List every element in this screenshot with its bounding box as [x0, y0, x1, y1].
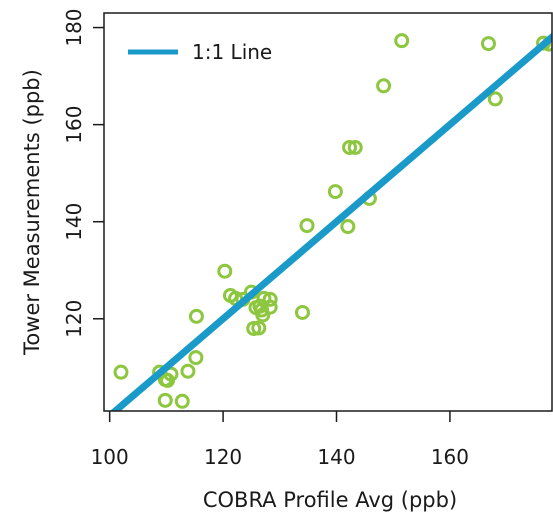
data-point — [262, 291, 278, 307]
reference-line — [109, 32, 552, 411]
y-axis-title: Tower Measurements (ppb) — [20, 69, 44, 356]
x-axis-ticks: 100 120 140 160 — [91, 411, 469, 469]
data-point — [188, 308, 204, 324]
data-point — [113, 364, 129, 380]
x-tick-label: 140 — [317, 445, 355, 469]
data-point — [299, 218, 315, 234]
y-tick-label: 120 — [62, 300, 86, 338]
y-tick-label: 160 — [62, 106, 86, 144]
data-point — [217, 263, 233, 279]
data-point — [157, 392, 173, 408]
x-axis-title: COBRA Profile Avg (ppb) — [203, 488, 457, 512]
plot-border — [103, 12, 553, 412]
legend-label: 1:1 Line — [192, 40, 272, 64]
legend: 1:1 Line — [128, 40, 272, 64]
data-point — [487, 91, 503, 107]
data-points — [113, 33, 552, 409]
data-point — [174, 393, 190, 409]
data-point — [254, 302, 270, 318]
data-point — [376, 78, 392, 94]
data-point — [480, 36, 496, 52]
x-tick-label: 100 — [91, 445, 129, 469]
y-tick-label: 180 — [62, 8, 86, 46]
data-point — [347, 139, 363, 155]
data-point — [163, 366, 179, 382]
data-point — [188, 350, 204, 366]
data-point — [342, 139, 358, 155]
data-point — [394, 33, 410, 49]
data-point — [180, 363, 196, 379]
x-tick-label: 120 — [204, 445, 242, 469]
y-tick-label: 140 — [62, 203, 86, 241]
data-point — [294, 304, 310, 320]
data-point — [262, 299, 278, 315]
data-point — [327, 184, 343, 200]
x-tick-label: 160 — [431, 445, 469, 469]
data-point — [251, 320, 267, 336]
data-point — [340, 219, 356, 235]
data-point — [246, 320, 262, 336]
reference-line-layer — [109, 32, 552, 411]
y-axis-ticks: 120 140 160 180 — [62, 8, 104, 338]
